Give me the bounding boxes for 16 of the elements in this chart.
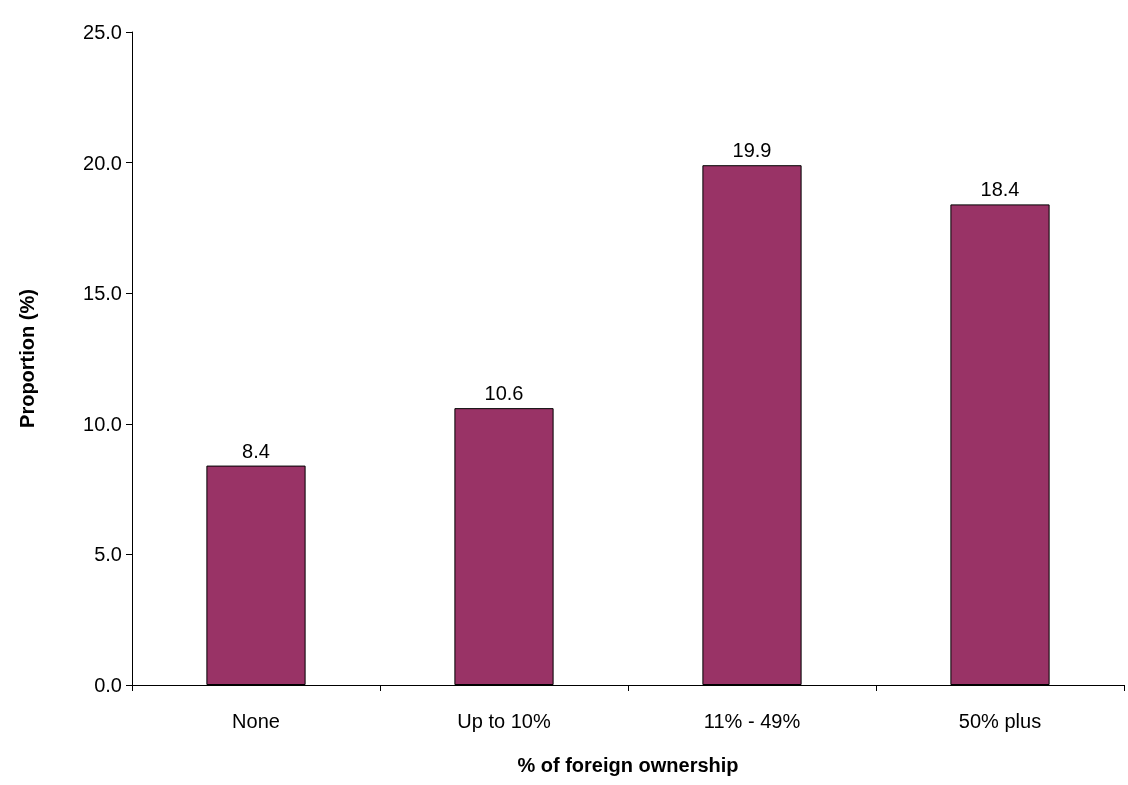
data-label: 19.9 bbox=[732, 139, 772, 162]
y-tick-label: 10.0 bbox=[83, 412, 122, 435]
data-label: 10.6 bbox=[484, 382, 524, 405]
x-axis-title: % of foreign ownership bbox=[517, 754, 739, 776]
y-tick-label: 25.0 bbox=[83, 21, 122, 43]
y-axis-title: Proportion (%) bbox=[16, 289, 38, 428]
data-label: 18.4 bbox=[980, 178, 1020, 201]
y-tick-label: 0.0 bbox=[94, 674, 122, 696]
y-tick-label: 5.0 bbox=[94, 543, 122, 566]
data-label: 8.4 bbox=[242, 439, 270, 462]
x-tick-label: 11% - 49% bbox=[703, 710, 801, 732]
x-tick-label: Up to 10% bbox=[457, 710, 551, 732]
y-tick-label: 15.0 bbox=[83, 282, 122, 305]
y-tick-label: 20.0 bbox=[83, 151, 122, 174]
x-tick-label: None bbox=[232, 710, 280, 732]
x-tick-label: 50% plus bbox=[958, 710, 1042, 732]
